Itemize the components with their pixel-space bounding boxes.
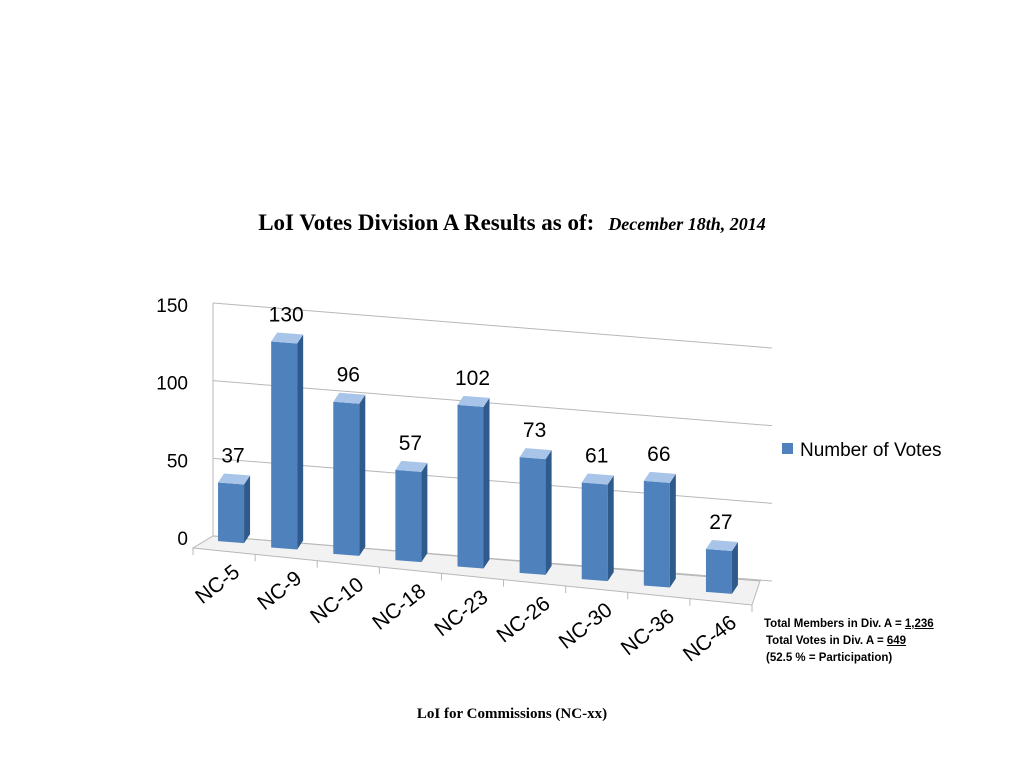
chart-title-date: December 18th, 2014 <box>608 214 766 234</box>
gridline-2 <box>212 380 773 427</box>
bar-top-NC-36 <box>643 471 676 483</box>
data-label-NC-36: 66 <box>647 443 670 466</box>
bar-side-NC-46 <box>731 542 738 594</box>
data-label-NC-30: 61 <box>585 445 608 468</box>
votes-value: 649 <box>886 635 907 647</box>
bar-side-NC-23 <box>483 397 490 569</box>
y-tick-label-3: 150 <box>156 296 188 317</box>
data-label-NC-10: 96 <box>337 364 360 387</box>
legend-label: Number of Votes <box>800 440 942 461</box>
bar-top-NC-10 <box>333 392 366 404</box>
data-label-NC-9: 130 <box>269 304 304 327</box>
x-tick-label-NC-5: NC-5 <box>191 560 244 608</box>
members-value: 1,236 <box>904 618 934 630</box>
chart-title: LoI Votes Division A Results as of: Dece… <box>0 210 1024 236</box>
bar-side-NC-10 <box>359 394 366 556</box>
chart-title-main: LoI Votes Division A Results as of: <box>258 210 595 235</box>
x-tick-label-NC-36: NC-36 <box>617 605 679 660</box>
data-label-NC-18: 57 <box>399 432 422 455</box>
bar-side-NC-5 <box>244 475 251 544</box>
x-tick-label-NC-10: NC-10 <box>306 573 368 628</box>
bar-top-NC-30 <box>581 473 614 485</box>
y-tick-label-2: 100 <box>156 374 188 395</box>
participation-text: (52.5 % = Participation) <box>766 652 893 664</box>
x-tick-label-NC-26: NC-26 <box>493 592 555 647</box>
bar-side-NC-9 <box>297 334 304 550</box>
summary-notes: Total Members in Div. A = 1,236 Total Vo… <box>764 616 934 667</box>
bar-side-NC-26 <box>545 450 552 575</box>
x-tick-label-NC-23: NC-23 <box>430 586 492 641</box>
bar-top-NC-9 <box>271 332 304 344</box>
bar-top-NC-18 <box>395 460 428 472</box>
bar-NC-5 <box>218 482 245 544</box>
bar-NC-36 <box>643 480 670 588</box>
x-tick-label-NC-18: NC-18 <box>368 579 430 634</box>
data-label-NC-26: 73 <box>523 419 546 442</box>
bar-side-NC-30 <box>607 475 614 582</box>
bar-NC-18 <box>395 469 422 563</box>
x-tick-label-NC-30: NC-30 <box>555 598 617 653</box>
votes-label: Total Votes in Div. A = <box>766 635 887 647</box>
bar-NC-26 <box>519 457 546 575</box>
x-tick-label-NC-9: NC-9 <box>253 567 306 615</box>
bar-side-NC-18 <box>421 462 428 563</box>
legend-swatch <box>782 443 793 454</box>
bar-NC-23 <box>457 404 484 569</box>
bar-NC-46 <box>705 549 732 594</box>
bar-top-NC-23 <box>457 395 490 407</box>
gridline-3 <box>212 302 773 349</box>
gridline-1 <box>212 457 773 504</box>
x-tick-label-NC-46: NC-46 <box>679 611 741 666</box>
participation-note: (52.5 % = Participation) <box>766 650 934 667</box>
data-label-NC-46: 27 <box>709 511 732 534</box>
y-tick-label-1: 50 <box>167 451 188 472</box>
bar-NC-9 <box>271 341 298 550</box>
y-tick-label-0: 0 <box>177 529 188 550</box>
members-label: Total Members in Div. A = <box>764 618 905 630</box>
bar-top-NC-26 <box>519 448 552 460</box>
data-label-NC-23: 102 <box>455 367 490 390</box>
x-axis-title: LoI for Commissions (NC-xx) <box>416 706 608 722</box>
bar-NC-10 <box>333 401 360 556</box>
bar-NC-30 <box>581 482 608 582</box>
members-note: Total Members in Div. A = 1,236 <box>764 616 934 633</box>
bar-side-NC-36 <box>669 473 676 588</box>
votes-note: Total Votes in Div. A = 649 <box>766 633 934 650</box>
bar-top-NC-5 <box>218 473 251 485</box>
bar-top-NC-46 <box>705 540 738 552</box>
data-label-NC-5: 37 <box>221 445 244 468</box>
